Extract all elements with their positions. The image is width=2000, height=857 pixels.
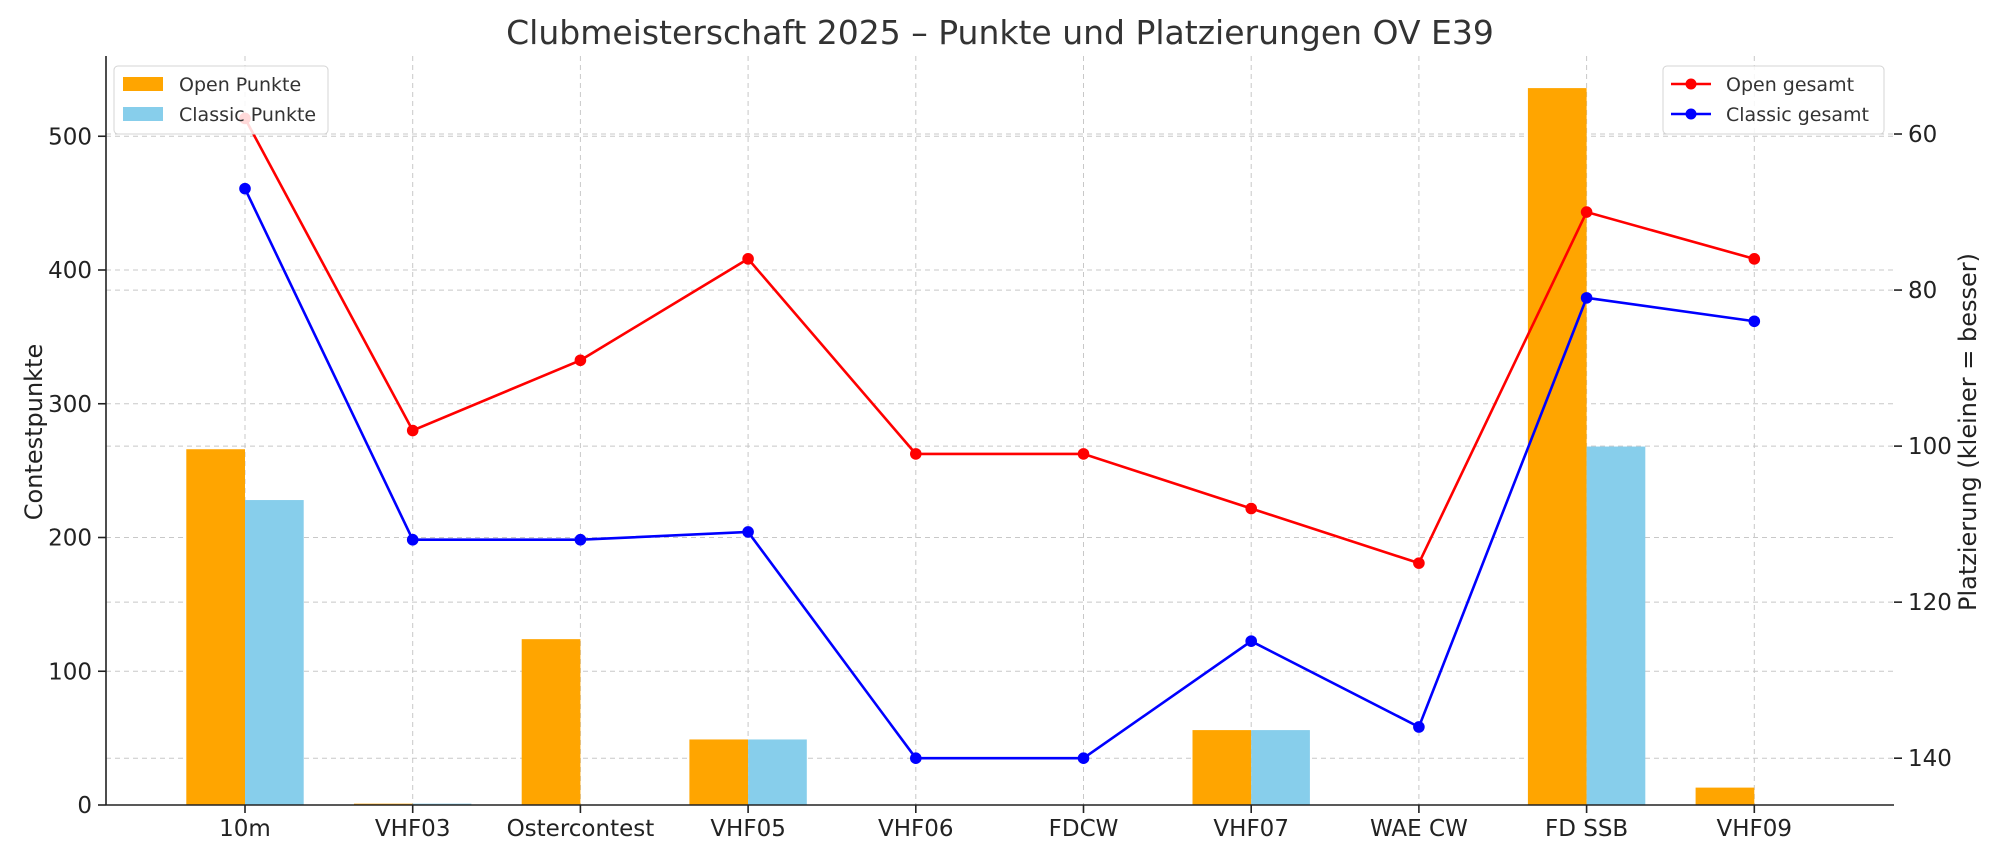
legend-marker-classic-gesamt	[1685, 108, 1697, 120]
y-tick-label: 400	[48, 258, 92, 284]
legend-frame	[113, 65, 329, 135]
axes-layer	[105, 56, 1894, 806]
legend-marker-open-gesamt	[1685, 78, 1697, 90]
point-classic-gesamt	[574, 533, 587, 546]
y-tick-label: 100	[48, 659, 92, 685]
point-classic-gesamt	[1413, 721, 1425, 733]
bar-open-punkte	[521, 639, 581, 805]
point-classic-gesamt	[1245, 635, 1257, 647]
point-classic-gesamt	[406, 533, 419, 546]
point-open-gesamt	[910, 448, 922, 460]
bar-classic-punkte	[1586, 446, 1646, 805]
legend-swatch-classic-punkte	[123, 107, 163, 121]
x-tick-label: VHF06	[878, 816, 954, 842]
bar-classic-punkte	[748, 739, 807, 805]
point-open-gesamt	[742, 253, 754, 265]
line-open-gesamt	[243, 117, 1755, 565]
point-classic-gesamt	[1748, 315, 1761, 328]
x-tick-label: VHF09	[1717, 816, 1793, 842]
y-tick-label: 200	[48, 526, 92, 552]
bar-open-punkte	[186, 449, 245, 805]
point-classic-gesamt	[1580, 292, 1593, 304]
legend-label-open-gesamt: Open gesamt	[1726, 74, 1854, 96]
left-ticks: 0 100 200 300 400 500	[48, 124, 106, 819]
point-classic-gesamt	[1077, 752, 1090, 764]
point-open-gesamt	[1748, 253, 1761, 265]
line-classic-gesamt	[243, 188, 1755, 760]
legend-frame	[1662, 65, 1885, 135]
x-tick-label: Ostercontest	[507, 816, 655, 842]
x-tick-label: WAE CW	[1370, 816, 1468, 842]
point-classic-gesamt	[742, 526, 754, 538]
y-tick-label: 0	[77, 793, 92, 819]
point-open-gesamt	[1580, 206, 1593, 218]
x-tick-label: VHF03	[375, 816, 451, 842]
y-tick-label: 300	[48, 392, 92, 418]
point-open-gesamt	[1077, 448, 1090, 460]
legend-label-classic-punkte: Classic Punkte	[179, 104, 316, 126]
legend-lines: Open gesamt Classic gesamt	[1662, 65, 1885, 135]
point-open-gesamt	[406, 424, 419, 437]
bar-classic-punkte	[1251, 730, 1310, 805]
y2-tick-label: 60	[1908, 122, 1937, 148]
legend-label-open-punkte: Open Punkte	[179, 74, 301, 96]
chart-title: Clubmeisterschaft 2025 – Punkte und Plat…	[506, 13, 1494, 52]
point-classic-gesamt	[239, 182, 251, 195]
legend-label-classic-gesamt: Classic gesamt	[1726, 104, 1869, 126]
x-tick-label: FDCW	[1049, 816, 1119, 842]
bars-layer	[186, 88, 1755, 806]
bar-open-punkte	[1192, 730, 1252, 805]
x-tick-label: FD SSB	[1545, 816, 1628, 842]
x-tick-label: VHF05	[710, 816, 786, 842]
point-open-gesamt	[574, 354, 587, 367]
y-axis-label: Contestpunkte	[20, 344, 48, 520]
bar-open-punkte	[689, 739, 749, 805]
x-tick-label: VHF07	[1213, 816, 1289, 842]
legend-bars: Open Punkte Classic Punkte	[113, 65, 329, 135]
y2-tick-label: 140	[1908, 746, 1952, 772]
bar-classic-punkte	[245, 500, 304, 805]
y2-tick-label: 100	[1908, 434, 1952, 460]
y-tick-label: 500	[48, 124, 92, 150]
bar-open-punkte	[1527, 88, 1587, 806]
x-ticks: 10m VHF03 Ostercontest VHF05 VHF06 FDCW VHF07 W…	[219, 805, 1792, 842]
y2-tick-label: 80	[1908, 278, 1937, 304]
x-tick-label: 10m	[219, 816, 271, 842]
y2-axis-label: Platzierung (kleiner = besser)	[1954, 253, 1982, 611]
right-ticks: 60 80 100 120 140	[1894, 122, 1952, 772]
legend-swatch-open-punkte	[123, 77, 163, 91]
point-open-gesamt	[1413, 557, 1425, 569]
point-classic-gesamt	[910, 752, 922, 764]
y2-tick-label: 120	[1908, 590, 1952, 616]
bar-open-punkte	[1695, 787, 1755, 805]
point-open-gesamt	[1245, 502, 1257, 515]
